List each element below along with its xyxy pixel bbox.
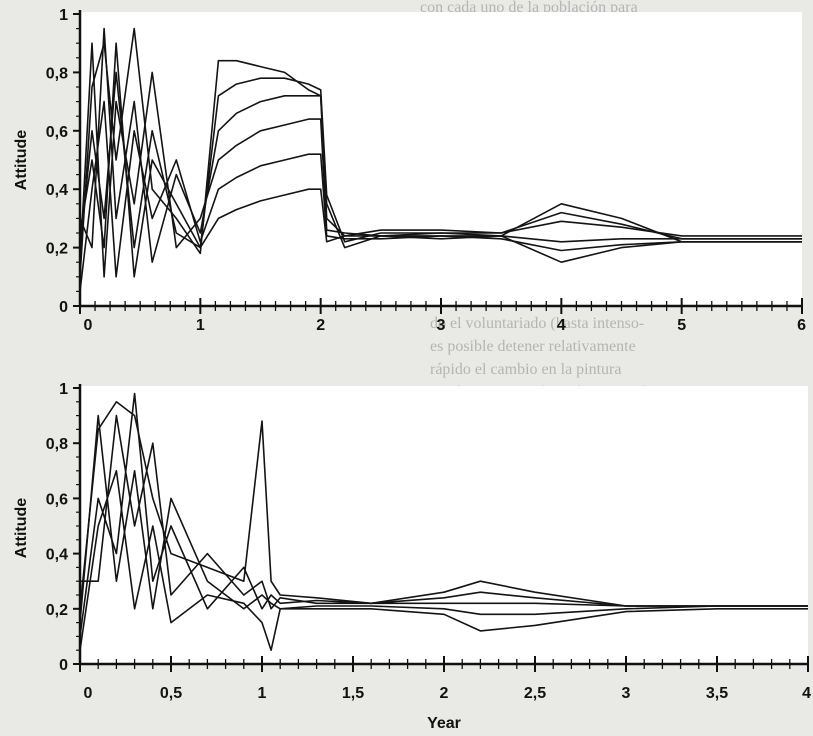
y-tick-label: 0,8 — [46, 436, 68, 453]
x-tick-label: 6 — [797, 317, 806, 334]
series-line-1 — [79, 392, 808, 637]
series-line-0 — [79, 401, 808, 609]
x-tick-label: 3 — [437, 317, 446, 334]
y-tick-label: 1 — [59, 7, 68, 24]
series-line-4 — [79, 100, 802, 292]
series-line-4 — [79, 470, 808, 651]
x-tick-label: 1 — [196, 317, 205, 334]
series-line-2 — [80, 414, 808, 610]
y-tick-label: 0,4 — [46, 182, 68, 199]
y-tick-label: 0,6 — [46, 491, 68, 508]
x-tick-label: 2 — [316, 317, 325, 334]
top-chart: 0 0,2 0,4 0,6 0,8 1 0 1 2 3 4 5 6 Attitude — [13, 7, 806, 334]
x-tick-label: 1 — [258, 685, 267, 702]
bottom-x-axis-title: Year — [427, 715, 461, 732]
x-tick-label: 0 — [84, 685, 93, 702]
x-tick-label: 2 — [440, 685, 449, 702]
x-tick-label: 1,5 — [342, 685, 364, 702]
x-tick-label: 3,5 — [706, 685, 728, 702]
series-line-0 — [79, 27, 802, 277]
series-line-5 — [79, 42, 802, 278]
bottom-series-group — [79, 392, 808, 651]
bottom-y-axis-title: Attitude — [13, 498, 30, 559]
y-tick-label: 0,8 — [46, 65, 68, 82]
series-line-3 — [79, 414, 808, 623]
x-tick-label: 4 — [557, 317, 566, 334]
y-tick-label: 0,4 — [46, 547, 68, 564]
bottom-plot-area — [80, 386, 808, 664]
top-y-axis-title: Attitude — [13, 130, 30, 191]
y-tick-label: 0 — [59, 657, 68, 674]
series-line-2 — [79, 27, 802, 263]
y-tick-label: 0,6 — [46, 124, 68, 141]
x-tick-label: 0,5 — [160, 685, 182, 702]
bottom-axes: 0 0,2 0,4 0,6 0,8 1 0 0,5 1 1,5 2 2,5 3 3,5 4 — [46, 381, 811, 702]
x-tick-label: 3 — [622, 685, 631, 702]
x-tick-label: 2,5 — [524, 685, 546, 702]
x-tick-label: 4 — [802, 685, 811, 702]
y-tick-label: 0,2 — [46, 602, 68, 619]
bottom-chart: 0 0,2 0,4 0,6 0,8 1 0 0,5 1 1,5 2 2,5 3 3,5 4 Attitude… — [13, 381, 811, 732]
top-series-group — [79, 27, 802, 292]
x-tick-label: 0 — [84, 317, 93, 334]
top-axes: 0 0,2 0,4 0,6 0,8 1 0 1 2 3 4 5 6 — [46, 7, 806, 334]
y-tick-label: 0 — [59, 299, 68, 316]
top-plot-area — [80, 12, 802, 306]
y-tick-label: 1 — [59, 381, 68, 398]
x-tick-label: 5 — [677, 317, 686, 334]
series-line-3 — [79, 42, 802, 278]
y-tick-label: 0,2 — [46, 241, 68, 258]
